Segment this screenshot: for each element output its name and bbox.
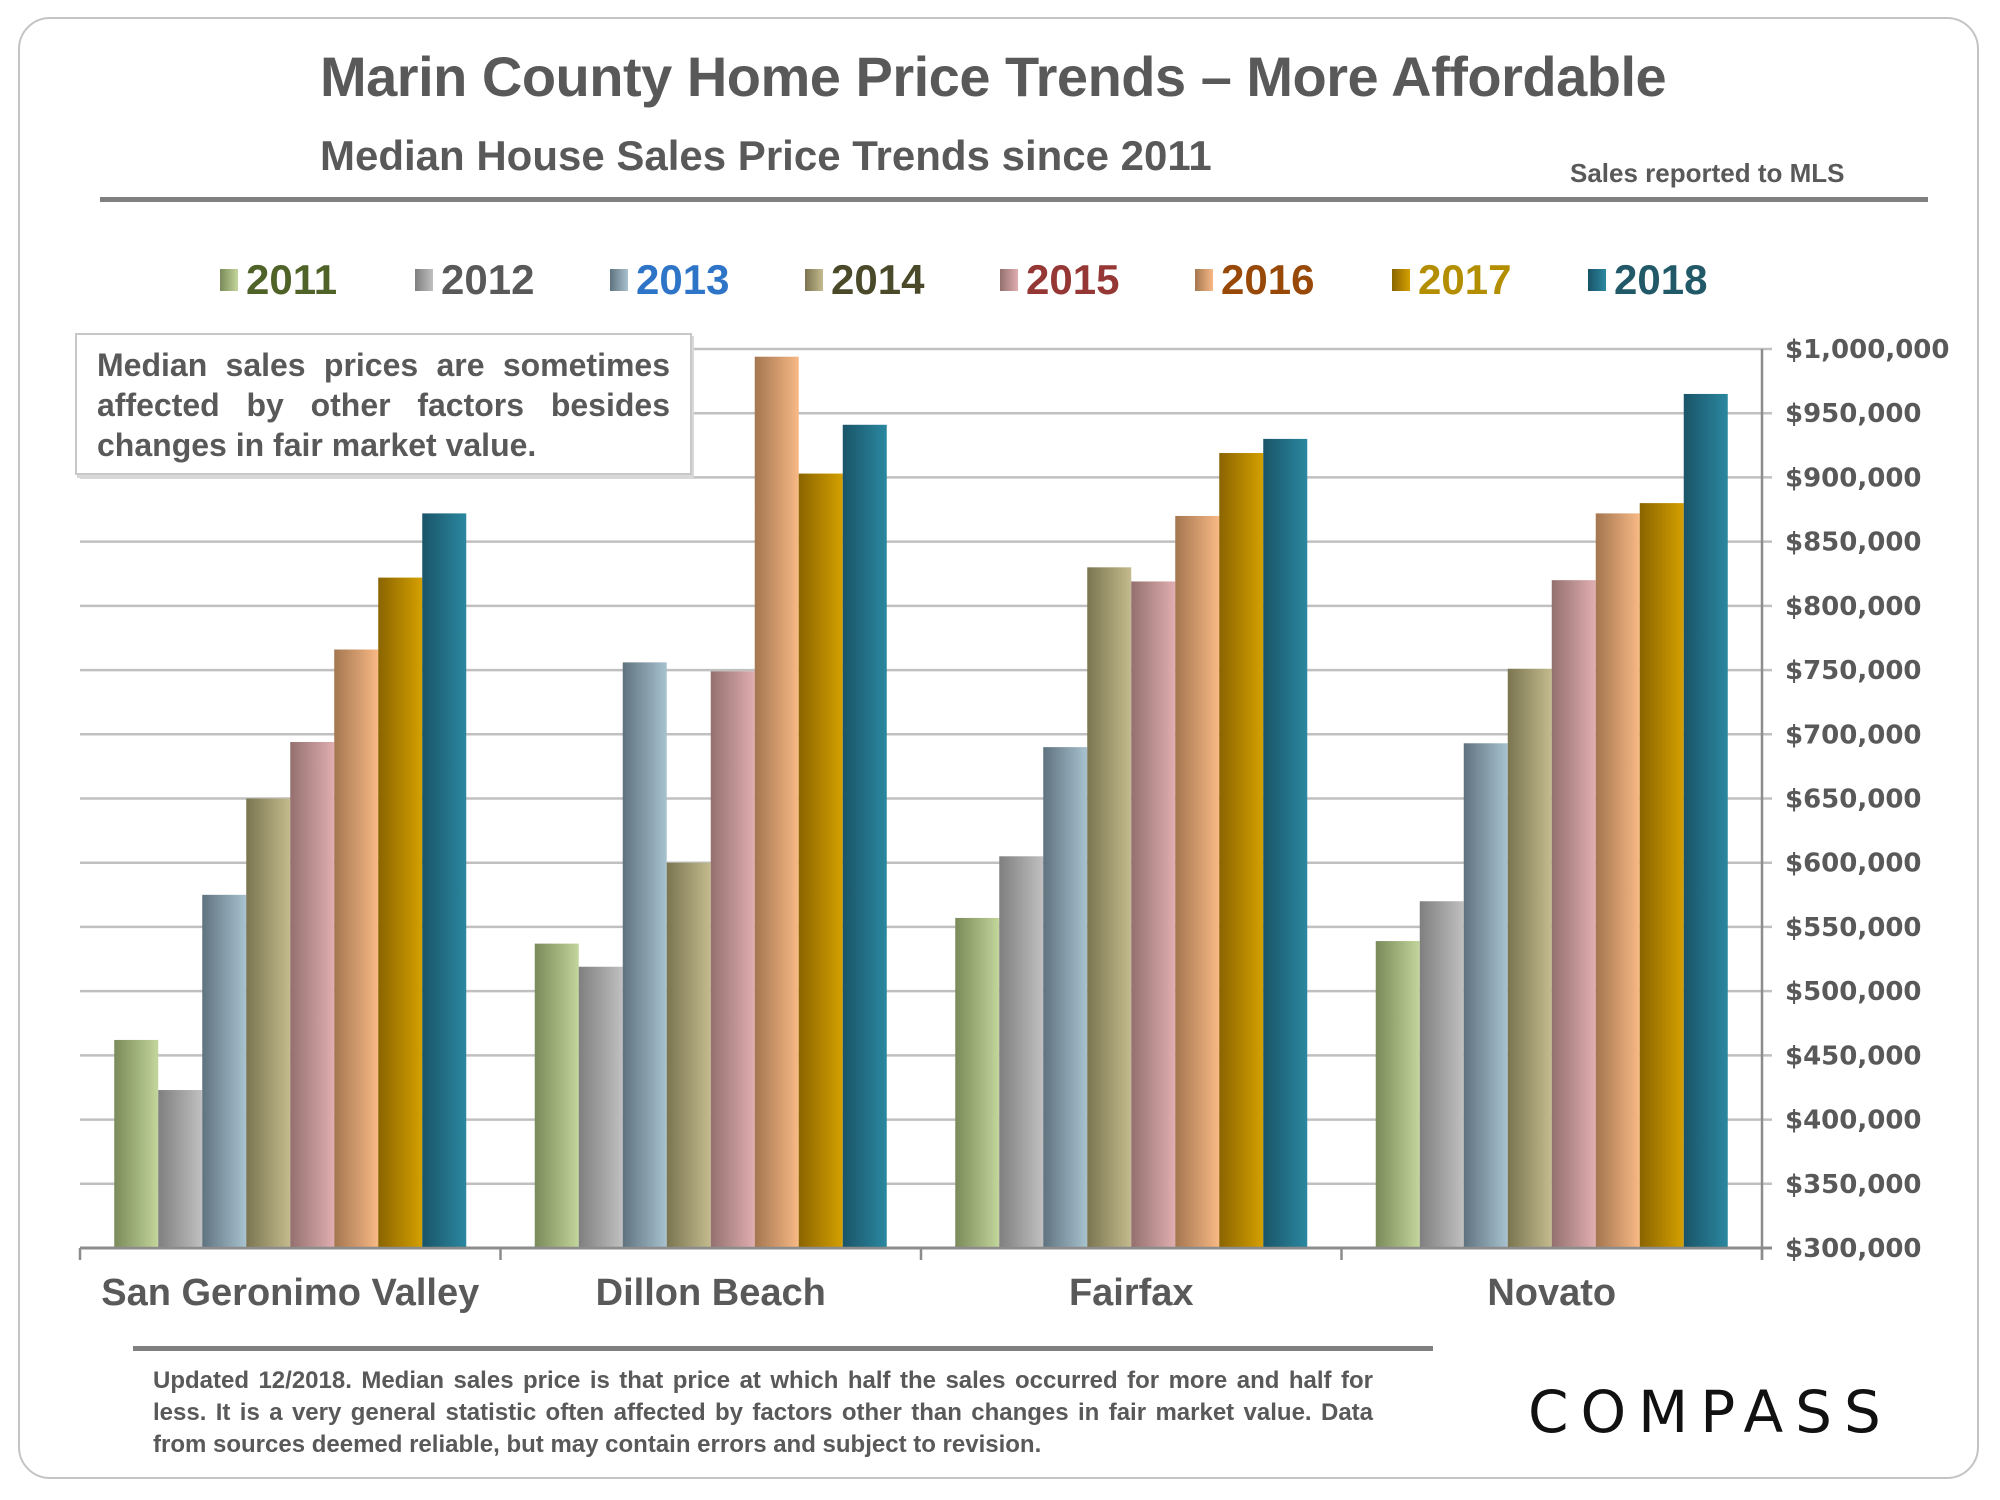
legend-swatch [1195, 269, 1213, 291]
footer-disclaimer: Updated 12/2018. Median sales price is t… [153, 1367, 1373, 1458]
legend-swatch [1588, 269, 1606, 291]
bar-2016-dillon-beach [754, 356, 799, 1249]
bar-2016-fairfax [1175, 515, 1220, 1248]
legend-swatch [1392, 269, 1410, 291]
legend-label: 2016 [1221, 256, 1315, 303]
y-tick-label: $550,000 [1785, 913, 1922, 943]
y-tick-label: $450,000 [1785, 1041, 1922, 1071]
note-text: Median sales prices are sometimes affect… [97, 347, 670, 463]
bars [114, 356, 1728, 1249]
bar-2013-novato [1463, 743, 1508, 1248]
bar-2015-novato [1551, 580, 1596, 1248]
legend-label: 2011 [246, 256, 338, 303]
legend-swatch [220, 269, 238, 291]
chart-subtitle: Median House Sales Price Trends since 20… [320, 132, 1212, 179]
y-tick-label: $650,000 [1785, 785, 1922, 815]
bar-2011-novato [1375, 941, 1420, 1248]
bar-2013-dillon-beach [622, 662, 667, 1248]
legend-item-2012: 2012 [415, 250, 534, 310]
bar-2017-dillon-beach [798, 473, 843, 1249]
bar-2012-dillon-beach [578, 966, 623, 1248]
chart-legend: 2011 2012 2013 2014 2015 2016 2017 2018 [0, 250, 2000, 310]
bar-2011-dillon-beach [534, 943, 579, 1248]
legend-label: 2017 [1418, 256, 1512, 303]
legend-swatch [415, 269, 433, 291]
legend-item-2016: 2016 [1195, 250, 1314, 310]
bar-2016-novato [1595, 513, 1640, 1248]
logo-text: COMPASS [1528, 1378, 1893, 1446]
bar-2018-novato [1683, 393, 1728, 1248]
bar-2014-san-geronimo-valley [246, 798, 291, 1248]
bar-2018-san-geronimo-valley [422, 513, 467, 1248]
bar-2013-fairfax [1043, 747, 1088, 1248]
bar-2017-novato [1639, 503, 1684, 1249]
source-note: Sales reported to MLS [1570, 158, 1845, 188]
legend-label: 2018 [1614, 256, 1708, 303]
page-title: Marin County Home Price Trends – More Af… [320, 45, 1667, 108]
bar-2014-fairfax [1087, 567, 1132, 1248]
bar-2014-dillon-beach [666, 862, 711, 1248]
y-tick-label: $800,000 [1785, 592, 1922, 622]
legend-item-2011: 2011 [220, 250, 337, 310]
legend-item-2014: 2014 [805, 250, 924, 310]
legend-item-2018: 2018 [1588, 250, 1707, 310]
x-tick-label: Dillon Beach [595, 1272, 826, 1314]
slide-frame [18, 17, 1979, 1479]
bar-2017-fairfax [1219, 453, 1264, 1249]
bar-2011-fairfax [955, 917, 1000, 1248]
legend-item-2013: 2013 [610, 250, 729, 310]
bar-2016-san-geronimo-valley [334, 649, 379, 1248]
axes [78, 349, 1764, 1260]
legend-label: 2015 [1026, 256, 1120, 303]
note-box: Median sales prices are sometimes affect… [75, 333, 692, 475]
legend-item-2015: 2015 [1000, 250, 1119, 310]
header-divider [100, 197, 1928, 202]
bar-2015-fairfax [1131, 581, 1176, 1248]
legend-label: 2012 [441, 256, 535, 303]
footer-divider [133, 1346, 1433, 1351]
y-tick-label: $1,000,000 [1785, 335, 1949, 365]
legend-item-2017: 2017 [1392, 250, 1511, 310]
legend-swatch [610, 269, 628, 291]
y-tick-label: $850,000 [1785, 528, 1922, 558]
x-tick-label: San Geronimo Valley [101, 1272, 480, 1314]
bar-2018-dillon-beach [842, 424, 887, 1249]
y-tick-label: $400,000 [1785, 1106, 1922, 1136]
bar-2011-san-geronimo-valley [114, 1039, 159, 1248]
y-tick-label: $600,000 [1785, 849, 1922, 879]
bar-2012-san-geronimo-valley [158, 1090, 203, 1248]
legend-label: 2014 [831, 256, 925, 303]
bar-2018-fairfax [1263, 438, 1308, 1248]
bar-2012-novato [1419, 901, 1464, 1248]
legend-swatch [1000, 269, 1018, 291]
y-tick-label: $750,000 [1785, 656, 1922, 686]
y-tick-label: $950,000 [1785, 399, 1922, 429]
y-tick-label: $500,000 [1785, 977, 1922, 1007]
compass-logo: COMPASS [1528, 1378, 1893, 1446]
y-tick-label: $700,000 [1785, 720, 1922, 750]
legend-swatch [805, 269, 823, 291]
x-tick-label: Fairfax [1068, 1272, 1194, 1314]
bar-2017-san-geronimo-valley [378, 577, 423, 1248]
bar-2015-dillon-beach [710, 671, 755, 1248]
y-tick-label: $300,000 [1785, 1234, 1922, 1264]
y-tick-label: $900,000 [1785, 463, 1922, 493]
legend-label: 2013 [636, 256, 730, 303]
bar-2015-san-geronimo-valley [290, 741, 335, 1248]
y-tick-label: $350,000 [1785, 1170, 1922, 1200]
bar-2013-san-geronimo-valley [202, 894, 247, 1248]
x-tick-label: Novato [1487, 1272, 1617, 1314]
bar-2014-novato [1507, 668, 1552, 1248]
y-axis-labels: $300,000 $350,000 $400,000 $450,000 $500,000… [1785, 335, 1949, 1264]
bar-2012-fairfax [999, 856, 1044, 1248]
